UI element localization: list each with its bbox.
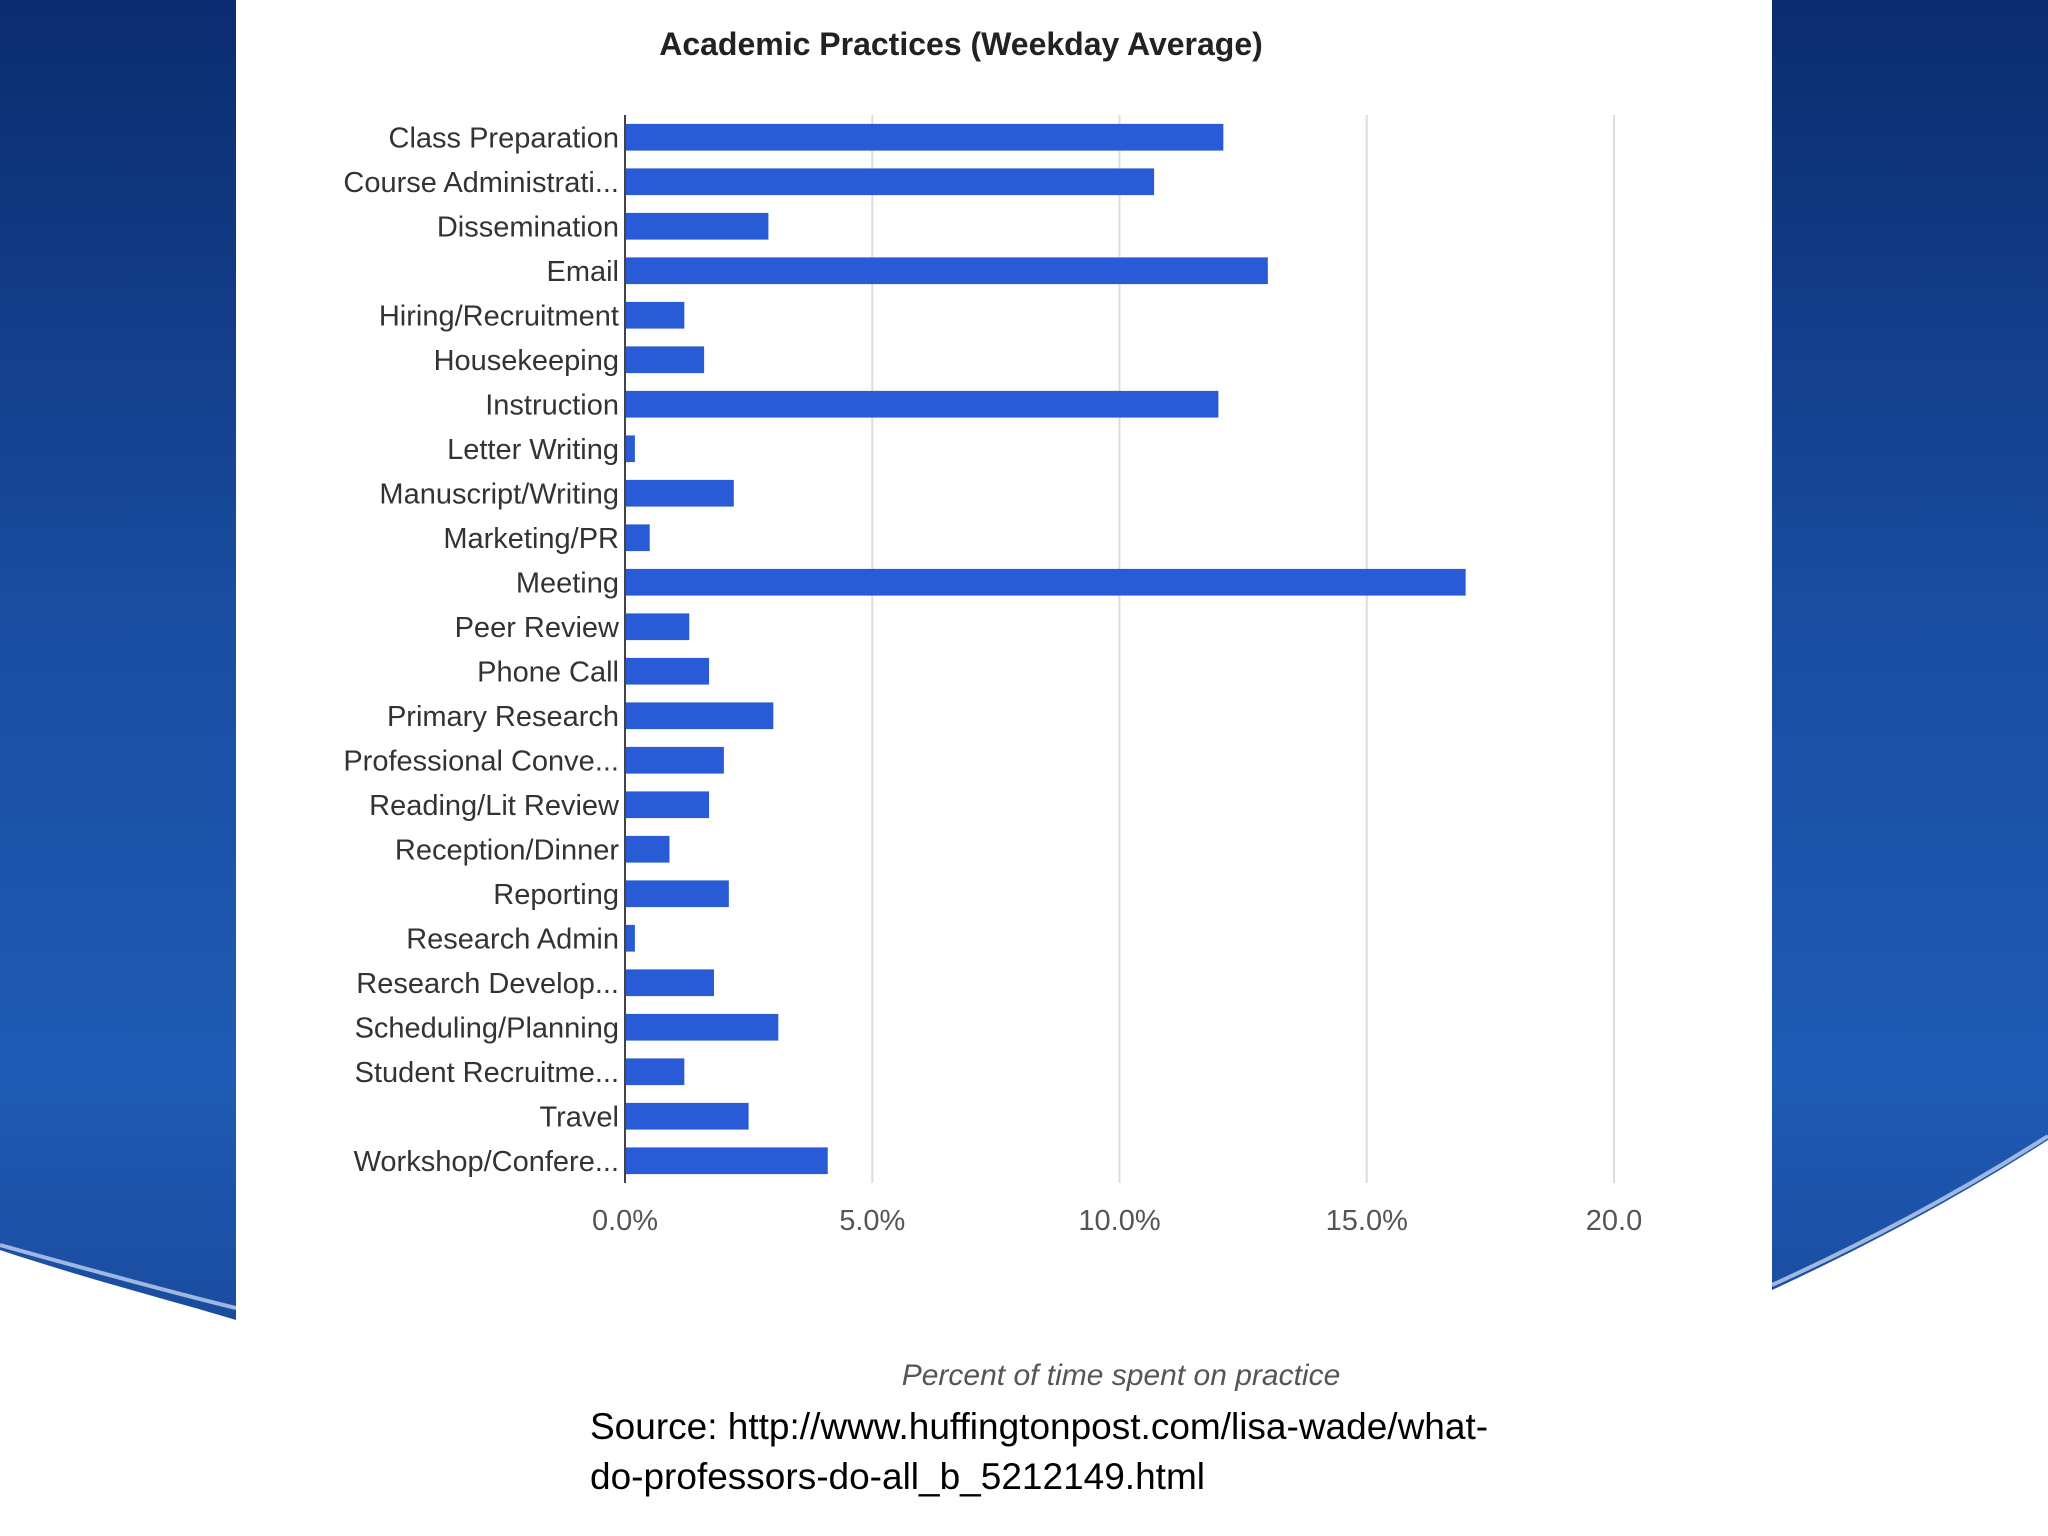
category-label: Housekeeping (434, 345, 619, 377)
source-line-2: do-professors-do-all_b_5212149.html (590, 1456, 1205, 1497)
category-label: Instruction (485, 389, 619, 421)
x-tick-label: 15.0% (1326, 1205, 1408, 1237)
category-label: Phone Call (477, 656, 619, 688)
bar (625, 924, 635, 952)
category-label: Meeting (516, 567, 619, 599)
category-label: Manuscript/Writing (379, 478, 619, 510)
category-label: Course Administrati... (343, 167, 619, 199)
bar-layer (625, 123, 1466, 1175)
x-tick-label: 0.0% (592, 1205, 658, 1237)
category-label: Reporting (493, 879, 619, 911)
bar (625, 568, 1466, 596)
x-tick-label: 20.0 (1586, 1205, 1642, 1237)
chart-title: Academic Practices (Weekday Average) (659, 26, 1263, 62)
bar (625, 301, 685, 329)
category-label: Research Develop... (356, 968, 619, 1000)
x-axis-title: Percent of time spent on practice (902, 1359, 1341, 1392)
bar (625, 1058, 685, 1086)
bar (625, 613, 690, 641)
bar (625, 212, 769, 240)
bar (625, 435, 635, 463)
category-label: Email (546, 256, 619, 288)
bar (625, 657, 710, 685)
bar (625, 969, 715, 997)
category-label: Letter Writing (447, 434, 619, 466)
bar-chart: Academic Practices (Weekday Average) Cla… (343, 26, 1642, 1392)
category-label: Professional Conve... (343, 745, 619, 777)
bar (625, 702, 774, 730)
bar (625, 524, 650, 552)
category-label: Reception/Dinner (395, 834, 619, 866)
grid-layer (871, 115, 1615, 1183)
bar (625, 746, 724, 774)
category-label: Research Admin (406, 923, 619, 955)
tick-label-layer: 0.0% 5.0% 10.0% 15.0% 20.0 (592, 1205, 1642, 1237)
chart-card: Academic Practices (Weekday Average) Cla… (236, 0, 1772, 1410)
bar (625, 479, 734, 507)
bar (625, 1013, 779, 1041)
x-tick-label: 5.0% (839, 1205, 905, 1237)
bar (625, 791, 710, 819)
category-label: Workshop/Confere... (354, 1146, 619, 1178)
category-label: Hiring/Recruitment (379, 300, 619, 332)
category-label: Travel (540, 1101, 620, 1133)
category-label: Primary Research (387, 701, 619, 733)
category-label: Class Preparation (389, 122, 620, 154)
bar (625, 835, 670, 863)
category-label: Peer Review (455, 612, 620, 644)
source-line-1: Source: http://www.huffingtonpost.com/li… (590, 1406, 1489, 1447)
category-label: Dissemination (437, 211, 619, 243)
bar (625, 346, 705, 374)
x-tick-label: 10.0% (1078, 1205, 1160, 1237)
category-label-layer: Class Preparation Course Administrati... D… (343, 122, 620, 1178)
bar (625, 1102, 749, 1130)
bar (625, 1147, 828, 1175)
category-label: Student Recruitme... (355, 1057, 619, 1089)
bar (625, 123, 1224, 151)
category-label: Reading/Lit Review (369, 790, 620, 822)
category-label: Marketing/PR (443, 523, 619, 555)
category-label: Scheduling/Planning (355, 1012, 619, 1044)
bar (625, 880, 729, 908)
source-citation: Source: http://www.huffingtonpost.com/li… (590, 1402, 1650, 1502)
bar (625, 390, 1219, 418)
bar (625, 168, 1155, 196)
bar (625, 257, 1268, 285)
